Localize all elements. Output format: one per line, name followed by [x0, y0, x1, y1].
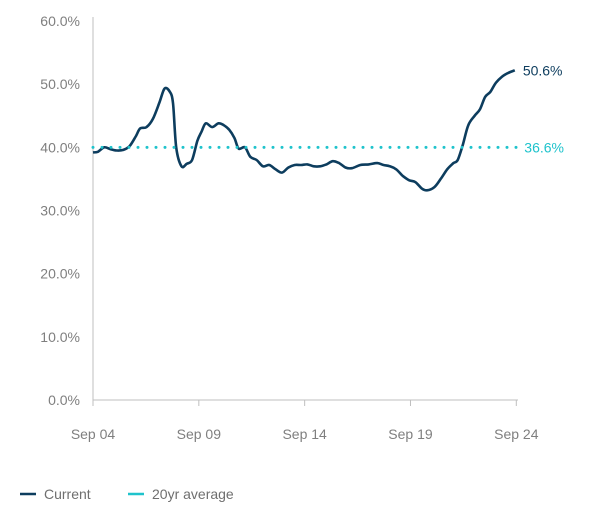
end-label-average: 36.6%	[524, 139, 564, 155]
y-tick-label: 60.0%	[40, 13, 80, 29]
x-tick-label: Sep 14	[282, 426, 327, 442]
series-line-current	[92, 69, 516, 192]
legend-item-current: Current	[20, 486, 91, 502]
y-tick-label: 40.0%	[40, 139, 80, 155]
y-tick-label: 10.0%	[40, 329, 80, 345]
end-label-current: 50.6%	[523, 62, 563, 78]
y-tick-label: 20.0%	[40, 266, 80, 282]
series-layer	[91, 69, 518, 192]
x-tick-label: Sep 09	[177, 426, 222, 442]
legend: Current 20yr average	[20, 486, 234, 502]
x-tick-label: Sep 19	[388, 426, 433, 442]
y-tick-label: 30.0%	[40, 203, 80, 219]
x-axis: Sep 04 Sep 09 Sep 14 Sep 19 Sep 24	[71, 399, 539, 442]
x-tick-label: Sep 04	[71, 426, 116, 442]
x-tick-label: Sep 24	[494, 426, 539, 442]
y-tick-label: 50.0%	[40, 76, 80, 92]
y-tick-label: 0.0%	[48, 392, 80, 408]
legend-label: Current	[44, 486, 91, 502]
legend-item-average: 20yr average	[128, 486, 234, 502]
legend-label: 20yr average	[152, 486, 234, 502]
end-labels: 50.6% 36.6%	[523, 62, 564, 155]
y-axis-ticks: 0.0% 10.0% 20.0% 30.0% 40.0% 50.0% 60.0%	[40, 13, 80, 408]
